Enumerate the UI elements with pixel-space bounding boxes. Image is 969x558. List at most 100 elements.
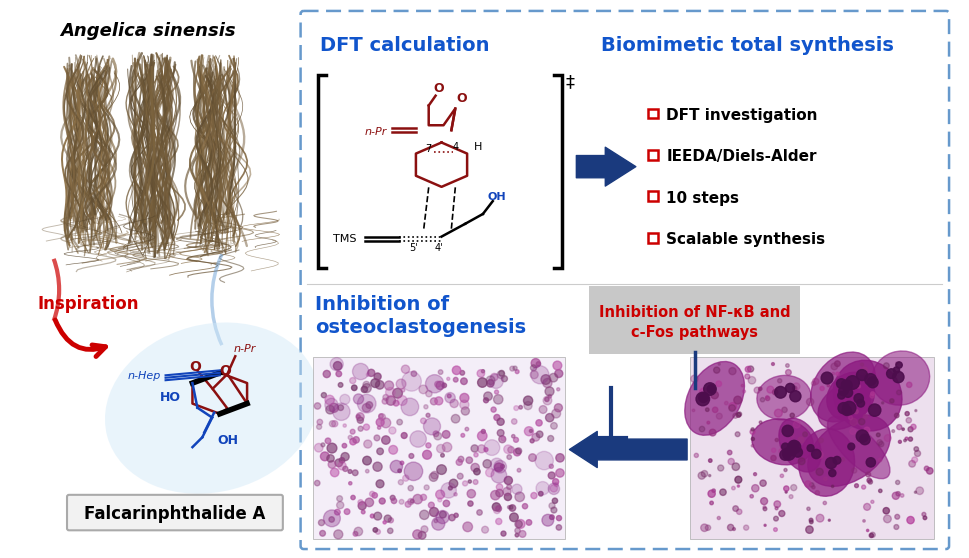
Circle shape bbox=[512, 418, 517, 424]
Ellipse shape bbox=[872, 351, 929, 405]
Circle shape bbox=[379, 413, 386, 420]
Circle shape bbox=[442, 431, 450, 438]
Text: O: O bbox=[219, 364, 232, 378]
Circle shape bbox=[556, 454, 564, 462]
Circle shape bbox=[815, 490, 820, 495]
Circle shape bbox=[353, 531, 358, 536]
Circle shape bbox=[812, 449, 821, 459]
Circle shape bbox=[766, 396, 769, 401]
Text: 10 steps: 10 steps bbox=[667, 191, 739, 206]
Circle shape bbox=[518, 406, 522, 409]
Circle shape bbox=[530, 365, 537, 371]
Circle shape bbox=[401, 365, 410, 373]
Circle shape bbox=[891, 430, 894, 432]
Circle shape bbox=[499, 436, 506, 442]
Circle shape bbox=[477, 370, 484, 377]
Circle shape bbox=[361, 510, 365, 514]
Circle shape bbox=[435, 397, 443, 405]
Circle shape bbox=[549, 503, 555, 509]
Text: n-Pr: n-Pr bbox=[234, 344, 256, 354]
Circle shape bbox=[786, 369, 792, 376]
Circle shape bbox=[516, 519, 525, 528]
Circle shape bbox=[404, 462, 422, 480]
Circle shape bbox=[425, 391, 432, 397]
Text: Inhibition of NF-κB and
c-Fos pathways: Inhibition of NF-κB and c-Fos pathways bbox=[599, 305, 791, 340]
Circle shape bbox=[333, 362, 342, 370]
Text: n-Pr: n-Pr bbox=[364, 127, 387, 137]
Circle shape bbox=[549, 515, 554, 519]
Text: 5': 5' bbox=[410, 243, 419, 253]
Bar bbox=[15, 41, 286, 253]
Circle shape bbox=[777, 379, 782, 383]
Circle shape bbox=[857, 400, 864, 407]
Circle shape bbox=[838, 392, 845, 399]
Circle shape bbox=[363, 424, 369, 430]
Circle shape bbox=[492, 503, 500, 511]
Circle shape bbox=[915, 410, 917, 412]
Circle shape bbox=[494, 390, 499, 394]
Circle shape bbox=[352, 385, 357, 391]
Circle shape bbox=[882, 402, 884, 404]
Circle shape bbox=[330, 468, 339, 477]
Circle shape bbox=[831, 485, 833, 488]
Circle shape bbox=[410, 431, 426, 447]
Circle shape bbox=[895, 480, 900, 484]
Circle shape bbox=[358, 417, 363, 424]
Circle shape bbox=[898, 440, 901, 443]
Circle shape bbox=[431, 472, 438, 479]
Circle shape bbox=[712, 407, 718, 412]
Text: O: O bbox=[433, 82, 444, 95]
Circle shape bbox=[471, 463, 480, 472]
Circle shape bbox=[477, 509, 483, 515]
Circle shape bbox=[868, 404, 881, 416]
Circle shape bbox=[434, 432, 442, 440]
Circle shape bbox=[802, 432, 807, 436]
Circle shape bbox=[374, 512, 382, 520]
Circle shape bbox=[515, 528, 520, 533]
Circle shape bbox=[326, 405, 334, 414]
Circle shape bbox=[450, 400, 458, 407]
Circle shape bbox=[790, 440, 798, 450]
Circle shape bbox=[373, 462, 382, 472]
Circle shape bbox=[747, 366, 754, 372]
Circle shape bbox=[793, 386, 797, 391]
Circle shape bbox=[900, 494, 904, 497]
Circle shape bbox=[806, 526, 813, 533]
Circle shape bbox=[452, 415, 460, 423]
Circle shape bbox=[354, 394, 363, 404]
Circle shape bbox=[453, 366, 461, 374]
Circle shape bbox=[474, 453, 478, 457]
Circle shape bbox=[539, 406, 547, 413]
Circle shape bbox=[398, 469, 401, 473]
Circle shape bbox=[392, 388, 402, 398]
Circle shape bbox=[850, 429, 856, 435]
Circle shape bbox=[761, 498, 767, 504]
Circle shape bbox=[344, 509, 350, 514]
Circle shape bbox=[491, 407, 496, 412]
Circle shape bbox=[457, 473, 463, 479]
Circle shape bbox=[692, 409, 695, 412]
Circle shape bbox=[811, 381, 816, 386]
Circle shape bbox=[699, 393, 708, 402]
Circle shape bbox=[729, 405, 735, 411]
Circle shape bbox=[482, 526, 488, 533]
Circle shape bbox=[815, 451, 823, 459]
Circle shape bbox=[733, 506, 738, 511]
Circle shape bbox=[790, 449, 797, 456]
Circle shape bbox=[912, 457, 918, 463]
Circle shape bbox=[841, 380, 852, 391]
Circle shape bbox=[915, 450, 921, 456]
Circle shape bbox=[441, 454, 445, 457]
Circle shape bbox=[771, 363, 774, 365]
Circle shape bbox=[419, 531, 426, 539]
Circle shape bbox=[408, 498, 414, 504]
Circle shape bbox=[322, 393, 327, 398]
Circle shape bbox=[852, 468, 857, 473]
Circle shape bbox=[486, 379, 494, 387]
Circle shape bbox=[438, 370, 443, 374]
Circle shape bbox=[413, 494, 422, 504]
Circle shape bbox=[519, 531, 526, 537]
Circle shape bbox=[374, 373, 381, 380]
Circle shape bbox=[531, 359, 541, 368]
Circle shape bbox=[353, 363, 369, 379]
